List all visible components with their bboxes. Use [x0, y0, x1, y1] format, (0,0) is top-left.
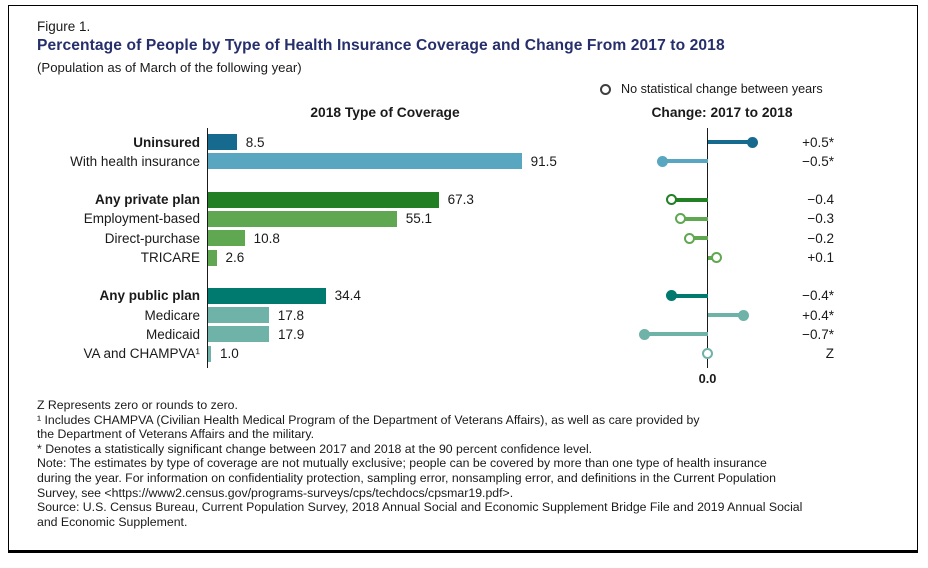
change-dot-filled-icon	[657, 155, 669, 167]
change-dot-open-icon	[702, 348, 714, 360]
footnote-line: Z Represents zero or rounds to zero.	[37, 398, 238, 412]
no-change-legend-marker-icon	[600, 84, 611, 95]
change-value-label: −0.2	[807, 230, 834, 246]
footnote-line: * Denotes a statistically significant ch…	[37, 441, 593, 456]
percent-value-label: 67.3	[447, 192, 474, 208]
change-dot-open-icon	[666, 194, 678, 206]
footnote-line: the Department of Veterans Affairs and t…	[37, 427, 315, 442]
percent-bar	[207, 134, 237, 150]
footnote-line: Source: U.S. Census Bureau, Current Popu…	[37, 500, 803, 515]
percent-value-label: 34.4	[334, 288, 361, 304]
footnote-line: Note: The estimates by type of coverage …	[37, 456, 767, 471]
change-stick	[671, 293, 708, 298]
change-panel-header: Change: 2017 to 2018	[651, 105, 793, 120]
change-stick	[671, 197, 708, 202]
category-label: VA and CHAMPVA¹	[83, 346, 200, 362]
change-value-label: Z	[825, 346, 834, 362]
change-value-label: +0.4*	[802, 307, 834, 323]
percent-bar	[207, 153, 522, 170]
percent-value-label: 55.1	[405, 211, 432, 227]
change-dot-filled-icon	[738, 309, 750, 321]
category-label: Direct-purchase	[104, 230, 200, 246]
category-label: Uninsured	[133, 134, 200, 150]
category-label: Any private plan	[94, 192, 200, 208]
change-stick	[680, 216, 708, 221]
change-value-label: −0.3	[807, 211, 834, 227]
change-stick	[707, 140, 753, 144]
change-dot-filled-icon	[747, 136, 759, 148]
category-label: Medicare	[144, 307, 200, 323]
bar-chart-axis-line	[206, 128, 209, 368]
figure-title: Percentage of People by Type of Health I…	[37, 37, 725, 54]
category-label: TRICARE	[140, 250, 200, 265]
percent-value-label: 1.0	[220, 346, 239, 362]
footnote-line: Survey, see <https://www2.census.gov/pro…	[37, 485, 514, 500]
change-dot-filled-icon	[639, 328, 651, 340]
coverage-panel-header: 2018 Type of Coverage	[310, 105, 460, 120]
legend-no-change-label: No statistical change between years	[621, 82, 823, 96]
percent-bar	[207, 249, 217, 266]
change-stick	[662, 159, 708, 164]
change-value-label: −0.7*	[802, 326, 834, 342]
footnote-line: ¹ Includes CHAMPVA (Civilian Health Medi…	[37, 412, 700, 427]
percent-bar	[207, 287, 326, 304]
change-dot-filled-icon	[666, 290, 678, 302]
percent-value-label: 91.5	[530, 153, 557, 169]
footnote-line: and Economic Supplement.	[37, 514, 188, 529]
percent-value-label: 17.9	[278, 326, 305, 342]
change-dot-open-icon	[675, 213, 687, 225]
change-axis-zero-label: 0.0	[698, 371, 717, 386]
percent-value-label: 10.8	[253, 230, 280, 246]
figure-subtitle: (Population as of March of the following…	[37, 60, 302, 75]
category-label: Medicaid	[145, 326, 200, 342]
category-label: With health insurance	[70, 153, 200, 169]
percent-bar	[207, 191, 439, 208]
change-dot-open-icon	[711, 252, 723, 263]
figure-number-label: Figure 1.	[37, 19, 91, 34]
change-chart-axis-line	[706, 128, 709, 368]
percent-bar	[207, 345, 212, 362]
change-dot-open-icon	[684, 232, 696, 244]
change-value-label: +0.5*	[802, 134, 834, 150]
percent-bar	[207, 210, 397, 227]
percent-value-label: 8.5	[245, 134, 265, 150]
category-label: Any public plan	[99, 288, 200, 304]
footnotes-block: Z Represents zero or rounds to zero. ¹ In…	[37, 398, 897, 529]
percent-bar	[207, 230, 245, 247]
change-stick	[707, 313, 744, 318]
change-value-label: −0.4*	[802, 288, 834, 304]
percent-value-label: 2.6	[225, 250, 245, 265]
percent-bar	[207, 307, 269, 324]
footnote-line: during the year. For information on conf…	[37, 470, 776, 485]
change-value-label: −0.5*	[802, 153, 834, 169]
change-value-label: +0.1	[807, 250, 834, 265]
percent-bar	[207, 326, 270, 343]
category-label: Employment-based	[83, 211, 200, 227]
percent-value-label: 17.8	[277, 307, 304, 323]
change-value-label: −0.4	[807, 192, 834, 208]
figure-border-frame	[8, 5, 918, 553]
change-stick	[689, 236, 708, 241]
change-stick	[644, 332, 708, 337]
